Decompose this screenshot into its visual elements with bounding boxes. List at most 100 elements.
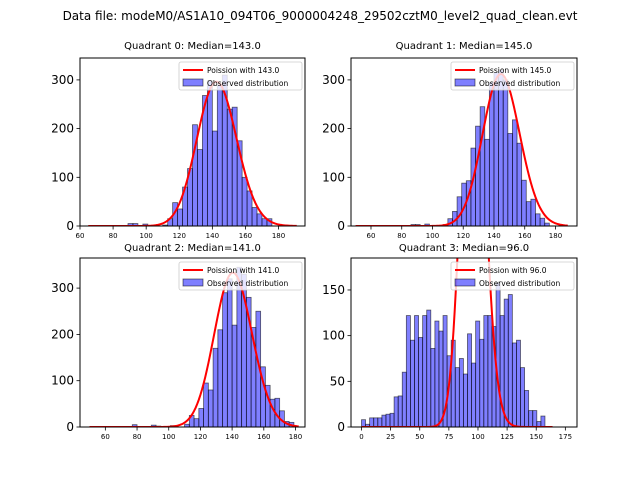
- legend-label-observed: Observed distribution: [479, 79, 560, 88]
- y-tick-label: 200: [322, 122, 345, 136]
- histogram-bar: [471, 362, 477, 428]
- subplot-quadrant-3: 0 50 100 150 0 25 50 75 100 125 150 175 Poission wi…: [322, 243, 578, 441]
- poisson-curve: [89, 271, 299, 427]
- histogram-bar: [197, 149, 203, 227]
- histogram-bar: [530, 198, 536, 227]
- histogram-bar: [507, 133, 513, 227]
- x-tick-label: 100: [139, 232, 152, 240]
- histogram-bar: [463, 373, 468, 428]
- y-tick-label: 0: [337, 219, 345, 233]
- histogram-bar: [222, 292, 228, 428]
- histogram-bar: [430, 348, 436, 428]
- x-tick-label: 60: [76, 232, 85, 240]
- histogram-bar: [540, 415, 546, 428]
- histogram-bar: [212, 347, 219, 428]
- subplot-title: Quadrant 1: Median=145.0: [396, 41, 533, 52]
- legend-box: [450, 261, 575, 291]
- legend-label-observed: Observed distribution: [207, 279, 288, 288]
- x-tick-label: 0: [359, 433, 363, 441]
- y-tick-label: 150: [322, 283, 345, 297]
- x-tick-label: 100: [162, 433, 175, 441]
- x-tick-label: 140: [487, 232, 500, 240]
- x-tick-label: 160: [518, 232, 531, 240]
- poisson-curve-group: [88, 80, 297, 226]
- y-tick-label: 100: [51, 374, 74, 388]
- x-tick-label: 160: [257, 433, 270, 441]
- poisson-curve-group: [89, 271, 299, 427]
- legend: Poission with 141.0 Observed distribution: [178, 261, 303, 291]
- x-tick-label: 180: [549, 232, 562, 240]
- histogram-bar: [511, 342, 517, 428]
- axes-frame: [79, 57, 306, 227]
- x-tick-label: 50: [415, 433, 424, 441]
- legend-label-poisson: Poission with 141.0: [207, 266, 280, 275]
- x-tick-label: 140: [206, 232, 219, 240]
- poisson-curve-group: [355, 73, 568, 226]
- x-tick-label: 100: [426, 232, 439, 240]
- y-tick-label: 300: [51, 73, 74, 87]
- histogram-bar: [528, 410, 534, 428]
- histogram-bar: [539, 217, 546, 227]
- legend-label-observed: Observed distribution: [207, 79, 288, 88]
- y-tick-label: 200: [51, 122, 74, 136]
- legend-box: [178, 261, 303, 291]
- x-tick-label: 180: [272, 232, 285, 240]
- y-tick-label: 50: [330, 374, 345, 388]
- histogram-bar: [418, 337, 424, 428]
- y-tick-label: 300: [51, 281, 74, 295]
- x-tick-label: 120: [457, 232, 470, 240]
- y-tick-label: 100: [322, 329, 345, 343]
- x-tick-label: 120: [194, 433, 207, 441]
- axes-frame: [350, 57, 578, 227]
- histogram-bar: [246, 190, 253, 227]
- x-tick-label: 150: [530, 433, 543, 441]
- x-tick-label: 80: [397, 232, 406, 240]
- y-tick-label: 0: [337, 420, 345, 434]
- histogram-bar: [397, 395, 403, 428]
- histogram-bar: [524, 390, 530, 428]
- legend: Poission with 143.0 Observed distribution: [178, 61, 303, 91]
- histogram-bar: [507, 294, 513, 428]
- histogram-bar: [467, 333, 472, 428]
- legend-box: [178, 61, 303, 91]
- axes: 0 100 200 300 60 80 100 120 140 160 180: [51, 57, 306, 240]
- histogram-bar: [236, 266, 243, 428]
- histogram-bar: [484, 138, 490, 227]
- x-tick-label: 80: [109, 232, 118, 240]
- histogram-bar: [487, 315, 493, 428]
- y-tick-label: 100: [322, 170, 345, 184]
- histogram-bar: [198, 408, 204, 428]
- legend-label-observed: Observed distribution: [479, 279, 560, 288]
- histogram-bar: [488, 81, 495, 227]
- legend-bar-swatch: [454, 278, 476, 287]
- axes: 0 50 100 150 0 25 50 75 100 125 150 175: [322, 257, 578, 441]
- x-tick-label: 60: [367, 232, 376, 240]
- histogram-bar: [251, 207, 258, 227]
- histogram-bar: [521, 179, 527, 227]
- histogram-bar: [454, 367, 460, 428]
- histogram-bar: [206, 80, 213, 227]
- histogram-bar: [520, 367, 525, 428]
- legend-label-poisson: Poission with 143.0: [207, 66, 280, 75]
- subplot-quadrant-0: Quadrant 0: Median=143.0 0 100 200 300 60 80 1…: [51, 41, 306, 240]
- histogram-bar: [211, 130, 218, 227]
- figure-suptitle: Data file: modeM0/AS1A10_094T06_90000042…: [63, 9, 578, 23]
- histogram-bar: [226, 108, 233, 227]
- legend-bar-swatch: [182, 78, 204, 87]
- subplot-quadrant-2: 0 100 200 300 60 80 100 120 140 160 180 Poission w…: [51, 243, 306, 441]
- histogram-bar: [373, 417, 379, 428]
- histogram-bar: [216, 84, 223, 227]
- histogram-bar: [405, 315, 411, 428]
- histogram-bar: [385, 413, 391, 428]
- histogram-bar: [458, 358, 464, 428]
- histogram-bar: [475, 320, 481, 428]
- histogram-bar: [401, 371, 407, 428]
- histogram-bar: [241, 176, 248, 227]
- x-tick-label: 140: [225, 433, 238, 441]
- histogram-bar: [532, 410, 538, 428]
- histogram-bar: [434, 320, 440, 428]
- x-tick-label: 25: [386, 433, 395, 441]
- histogram-bar: [426, 309, 432, 428]
- histogram-bar: [377, 417, 383, 428]
